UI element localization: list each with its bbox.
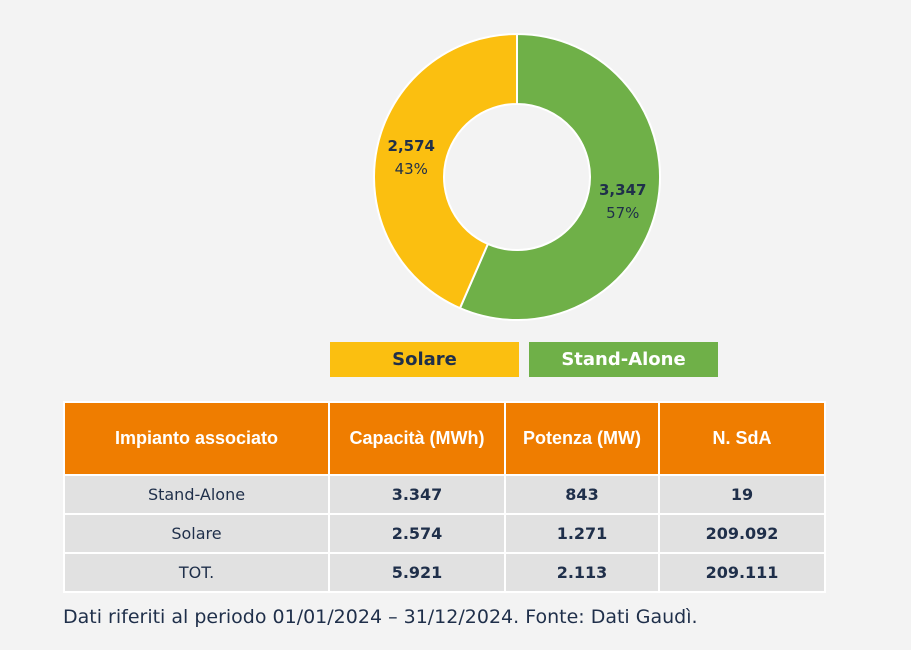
header-n-sda: N. SdA (658, 401, 826, 476)
cell-n-sda: 19 (658, 474, 826, 515)
value-label-stand-alone: 3,347 (599, 181, 646, 199)
cell-capacita: 3.347 (328, 474, 506, 515)
table-row: Stand-Alone 3.347 843 19 (63, 474, 826, 515)
table-header-row: Impianto associato Capacità (MWh) Potenz… (63, 401, 826, 476)
slice-solare (373, 32, 518, 310)
legend-label-stand-alone: Stand-Alone (561, 349, 686, 370)
cell-capacita: 5.921 (328, 552, 506, 593)
legend-item-stand-alone: Stand-Alone (529, 342, 718, 377)
legend-label-solare: Solare (392, 349, 457, 370)
value-label-solare: 2,574 (388, 137, 435, 155)
header-potenza: Potenza (MW) (504, 401, 660, 476)
summary-table: Impianto associato Capacità (MWh) Potenz… (63, 401, 826, 593)
cell-impianto: Stand-Alone (63, 474, 330, 515)
table-row: Solare 2.574 1.271 209.092 (63, 513, 826, 554)
table-row: TOT. 5.921 2.113 209.111 (63, 552, 826, 593)
footnote: Dati riferiti al periodo 01/01/2024 – 31… (63, 606, 698, 628)
cell-n-sda: 209.092 (658, 513, 826, 554)
cell-potenza: 1.271 (504, 513, 660, 554)
percent-label-stand-alone: 57% (606, 204, 639, 222)
percent-label-solare: 43% (395, 160, 428, 178)
cell-potenza: 843 (504, 474, 660, 515)
cell-impianto: Solare (63, 513, 330, 554)
cell-potenza: 2.113 (504, 552, 660, 593)
cell-n-sda: 209.111 (658, 552, 826, 593)
cell-capacita: 2.574 (328, 513, 506, 554)
legend-item-solare: Solare (330, 342, 519, 377)
donut-chart: 3,347 57% 2,574 43% (373, 32, 661, 321)
header-capacita: Capacità (MWh) (328, 401, 506, 476)
header-impianto: Impianto associato (63, 401, 330, 476)
slice-stand-alone (458, 32, 661, 321)
cell-impianto: TOT. (63, 552, 330, 593)
